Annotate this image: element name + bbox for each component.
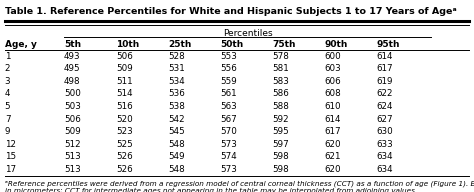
Text: 509: 509 [64, 127, 81, 136]
Text: 592: 592 [273, 115, 289, 124]
Text: 503: 503 [64, 102, 81, 111]
Text: 556: 556 [220, 64, 237, 73]
Text: 553: 553 [220, 52, 237, 61]
Text: 578: 578 [273, 52, 290, 61]
Text: 513: 513 [64, 152, 81, 161]
Text: 25th: 25th [168, 40, 191, 49]
Text: 603: 603 [325, 64, 341, 73]
Text: 614: 614 [325, 115, 341, 124]
Text: 586: 586 [273, 89, 289, 98]
Text: 7: 7 [5, 115, 10, 124]
Text: 531: 531 [168, 64, 185, 73]
Text: 526: 526 [116, 165, 133, 174]
Text: 606: 606 [325, 77, 341, 86]
Text: 542: 542 [168, 115, 185, 124]
Text: 627: 627 [377, 115, 393, 124]
Text: 1: 1 [5, 52, 10, 61]
Text: 500: 500 [64, 89, 81, 98]
Text: 563: 563 [220, 102, 237, 111]
Text: 620: 620 [325, 165, 341, 174]
Text: 17: 17 [5, 165, 16, 174]
Text: Age, y: Age, y [5, 40, 36, 49]
Text: 573: 573 [220, 165, 237, 174]
Text: 588: 588 [273, 102, 290, 111]
Text: 619: 619 [377, 77, 393, 86]
Text: 581: 581 [273, 64, 289, 73]
Text: 528: 528 [168, 52, 185, 61]
Text: 5th: 5th [64, 40, 81, 49]
Text: 513: 513 [64, 165, 81, 174]
Text: Table 1. Reference Percentiles for White and Hispanic Subjects 1 to 17 Years of : Table 1. Reference Percentiles for White… [5, 7, 456, 16]
Text: 622: 622 [377, 89, 393, 98]
Text: 2: 2 [5, 64, 10, 73]
Text: 634: 634 [377, 165, 393, 174]
Text: 506: 506 [116, 52, 133, 61]
Text: 549: 549 [168, 152, 185, 161]
Text: 624: 624 [377, 102, 393, 111]
Text: 498: 498 [64, 77, 81, 86]
Text: 511: 511 [116, 77, 133, 86]
Text: 526: 526 [116, 152, 133, 161]
Text: 4: 4 [5, 89, 10, 98]
Text: 614: 614 [377, 52, 393, 61]
Text: ᵃReference percentiles were derived from a regression model of central corneal t: ᵃReference percentiles were derived from… [5, 180, 474, 192]
Text: 534: 534 [168, 77, 185, 86]
Text: 600: 600 [325, 52, 341, 61]
Text: 595: 595 [273, 127, 289, 136]
Text: 536: 536 [168, 89, 185, 98]
Text: 538: 538 [168, 102, 185, 111]
Text: 506: 506 [64, 115, 81, 124]
Text: 514: 514 [116, 89, 133, 98]
Text: 525: 525 [116, 140, 133, 149]
Text: 621: 621 [325, 152, 341, 161]
Text: 3: 3 [5, 77, 10, 86]
Text: 10th: 10th [116, 40, 139, 49]
Text: 520: 520 [116, 115, 133, 124]
Text: 9: 9 [5, 127, 10, 136]
Text: 617: 617 [377, 64, 393, 73]
Text: 548: 548 [168, 165, 185, 174]
Text: 512: 512 [64, 140, 81, 149]
Text: 597: 597 [273, 140, 289, 149]
Text: 5: 5 [5, 102, 10, 111]
Text: 90th: 90th [325, 40, 348, 49]
Text: 15: 15 [5, 152, 16, 161]
Text: 567: 567 [220, 115, 237, 124]
Text: 634: 634 [377, 152, 393, 161]
Text: 75th: 75th [273, 40, 296, 49]
Text: 50th: 50th [220, 40, 244, 49]
Text: 516: 516 [116, 102, 133, 111]
Text: Percentiles: Percentiles [223, 29, 273, 38]
Text: 573: 573 [220, 140, 237, 149]
Text: 12: 12 [5, 140, 16, 149]
Text: 583: 583 [273, 77, 290, 86]
Text: 630: 630 [377, 127, 393, 136]
Text: 574: 574 [220, 152, 237, 161]
Text: 95th: 95th [377, 40, 401, 49]
Text: 620: 620 [325, 140, 341, 149]
Text: 561: 561 [220, 89, 237, 98]
Text: 523: 523 [116, 127, 133, 136]
Text: 495: 495 [64, 64, 81, 73]
Text: 610: 610 [325, 102, 341, 111]
Text: 493: 493 [64, 52, 81, 61]
Text: 548: 548 [168, 140, 185, 149]
Text: 608: 608 [325, 89, 341, 98]
Text: 598: 598 [273, 165, 289, 174]
Text: 509: 509 [116, 64, 133, 73]
Text: 633: 633 [377, 140, 393, 149]
Text: 545: 545 [168, 127, 185, 136]
Text: 617: 617 [325, 127, 341, 136]
Text: 570: 570 [220, 127, 237, 136]
Text: 598: 598 [273, 152, 289, 161]
Text: 559: 559 [220, 77, 237, 86]
